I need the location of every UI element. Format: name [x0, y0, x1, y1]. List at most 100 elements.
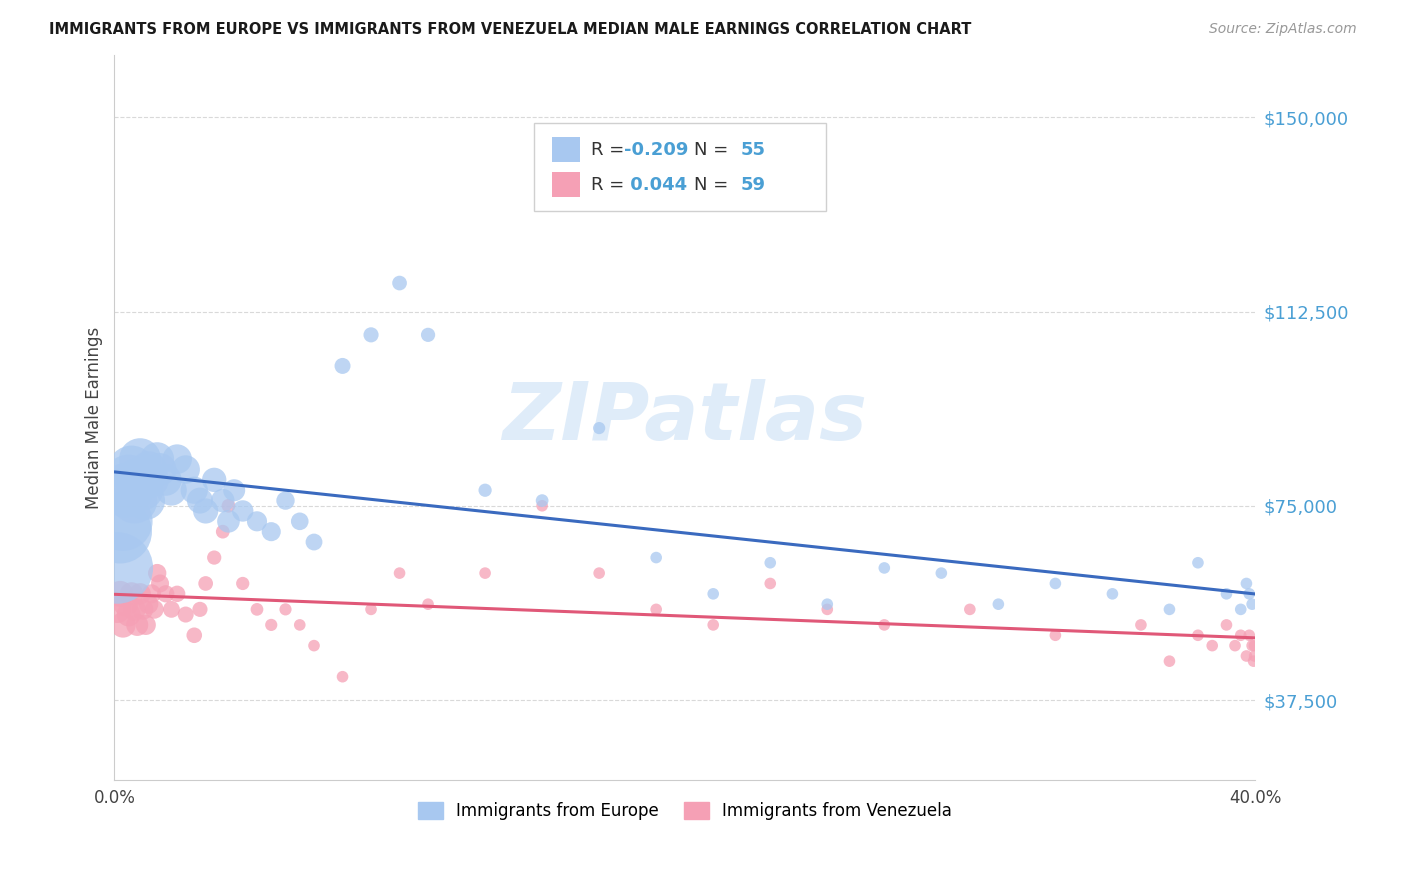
Point	[531, 493, 554, 508]
Point	[1241, 597, 1264, 611]
Point	[1045, 576, 1067, 591]
Point	[645, 602, 668, 616]
Point	[194, 504, 217, 518]
Point	[274, 602, 297, 616]
Point	[127, 473, 149, 487]
Text: IMMIGRANTS FROM EUROPE VS IMMIGRANTS FROM VENEZUELA MEDIAN MALE EARNINGS CORRELA: IMMIGRANTS FROM EUROPE VS IMMIGRANTS FRO…	[49, 22, 972, 37]
Point	[121, 462, 143, 476]
Point	[1159, 654, 1181, 668]
Point	[105, 602, 128, 616]
Point	[1243, 654, 1265, 668]
Point	[416, 327, 439, 342]
Point	[224, 483, 246, 498]
Point	[873, 561, 896, 575]
Text: ZIPatlas: ZIPatlas	[502, 379, 868, 457]
Point	[160, 602, 183, 616]
Point	[416, 597, 439, 611]
Text: 59: 59	[741, 176, 766, 194]
Point	[360, 602, 382, 616]
Point	[129, 452, 152, 467]
Point	[332, 359, 354, 373]
Point	[124, 602, 146, 616]
Point	[149, 576, 172, 591]
Point	[129, 587, 152, 601]
Point	[217, 499, 239, 513]
Point	[146, 566, 169, 581]
Text: 0.044: 0.044	[624, 176, 688, 194]
Point	[160, 483, 183, 498]
Point	[759, 576, 782, 591]
Point	[1201, 639, 1223, 653]
Point	[1223, 639, 1246, 653]
Point	[232, 576, 254, 591]
Point	[111, 618, 134, 632]
Point	[183, 483, 205, 498]
Point	[118, 473, 141, 487]
Point	[135, 618, 157, 632]
Point	[132, 602, 155, 616]
Point	[114, 597, 136, 611]
Point	[815, 597, 838, 611]
Point	[183, 628, 205, 642]
Point	[302, 535, 325, 549]
Point	[1215, 587, 1237, 601]
Point	[174, 607, 197, 622]
Point	[155, 587, 177, 601]
Point	[1187, 628, 1209, 642]
Point	[288, 514, 311, 528]
Point	[1239, 587, 1261, 601]
Point	[141, 587, 163, 601]
Point	[959, 602, 981, 616]
Point	[474, 483, 496, 498]
Point	[815, 602, 838, 616]
Point	[1236, 648, 1258, 663]
Point	[108, 587, 131, 601]
Point	[114, 483, 136, 498]
Text: Source: ZipAtlas.com: Source: ZipAtlas.com	[1209, 22, 1357, 37]
Point	[1229, 602, 1251, 616]
Point	[124, 493, 146, 508]
Point	[474, 566, 496, 581]
Point	[121, 587, 143, 601]
Point	[759, 556, 782, 570]
Point	[1229, 628, 1251, 642]
Point	[202, 473, 225, 487]
Point	[1159, 602, 1181, 616]
Point	[146, 452, 169, 467]
Point	[288, 618, 311, 632]
Point	[188, 493, 211, 508]
Point	[149, 462, 172, 476]
Point	[1239, 628, 1261, 642]
Point	[194, 576, 217, 591]
Point	[132, 483, 155, 498]
Point	[1129, 618, 1152, 632]
Point	[360, 327, 382, 342]
Point	[174, 462, 197, 476]
Text: N =: N =	[693, 176, 734, 194]
Point	[1236, 576, 1258, 591]
Point	[143, 602, 166, 616]
Point	[105, 561, 128, 575]
Point	[1241, 639, 1264, 653]
Point	[211, 493, 233, 508]
Point	[388, 276, 411, 290]
Point	[188, 602, 211, 616]
Y-axis label: Median Male Earnings: Median Male Earnings	[86, 326, 103, 508]
Point	[232, 504, 254, 518]
Point	[141, 473, 163, 487]
Point	[1101, 587, 1123, 601]
Point	[1187, 556, 1209, 570]
Point	[138, 597, 160, 611]
Point	[260, 618, 283, 632]
Point	[202, 550, 225, 565]
Point	[931, 566, 953, 581]
Point	[260, 524, 283, 539]
Point	[302, 639, 325, 653]
Point	[702, 587, 724, 601]
Point	[155, 473, 177, 487]
Point	[588, 566, 610, 581]
Point	[211, 524, 233, 539]
Point	[1243, 648, 1265, 663]
Point	[1045, 628, 1067, 642]
Point	[1215, 618, 1237, 632]
